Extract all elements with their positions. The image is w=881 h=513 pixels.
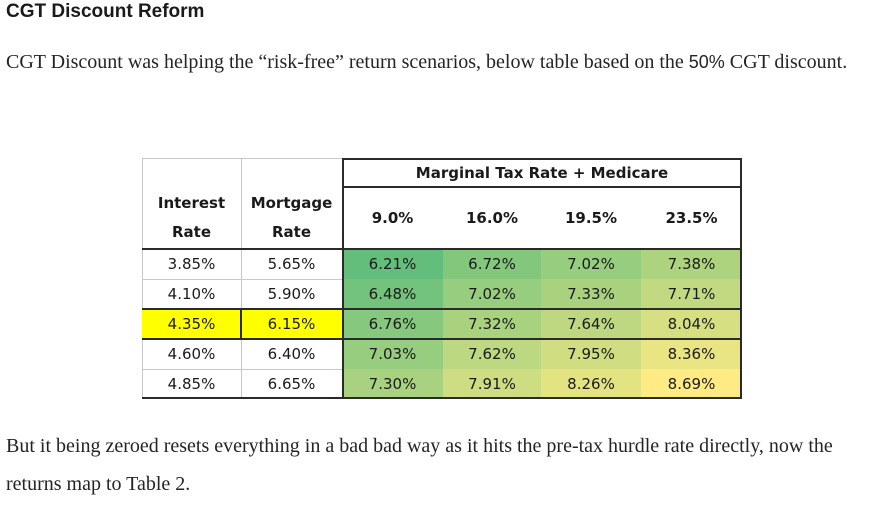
return-value-cell: 8.04% xyxy=(641,309,742,339)
tax-rate-header: 16.0% xyxy=(465,209,519,227)
interest-rate-cell: 3.85% xyxy=(167,255,216,273)
mortgage-rate-header-line: Rate xyxy=(271,223,312,241)
return-value-cell: 8.36% xyxy=(641,339,742,369)
table-gridline xyxy=(740,158,742,399)
intro-text-before: CGT Discount was helping the “risk-free”… xyxy=(6,51,689,73)
interest-rate-header-line: Interest xyxy=(157,194,226,212)
return-value-cell: 7.33% xyxy=(541,279,641,309)
interest-rate-cell: 4.10% xyxy=(167,285,216,303)
table-gridline xyxy=(142,338,742,340)
return-value-cell: 7.64% xyxy=(541,309,641,339)
return-value-cell: 8.69% xyxy=(641,369,742,399)
mortgage-rate-cell: 6.15% xyxy=(241,309,342,339)
mortgage-rate-cell: 6.65% xyxy=(267,375,316,393)
table-gridline xyxy=(240,308,242,340)
table-gridline xyxy=(342,158,344,399)
table-gridline xyxy=(142,308,742,310)
table-gridline xyxy=(342,158,742,160)
return-value-cell: 7.02% xyxy=(443,279,541,309)
table-gridline xyxy=(142,248,742,250)
tax-rate-header: 19.5% xyxy=(564,209,618,227)
return-value-cell: 7.03% xyxy=(342,339,443,369)
mortgage-rate-cell: 6.40% xyxy=(267,345,316,363)
table-gridline xyxy=(142,369,342,370)
cgt-returns-table: Marginal Tax Rate + Medicare Interest Rate… xyxy=(142,158,742,399)
table-gridline xyxy=(342,186,742,188)
followup-paragraph: But it being zeroed resets everything in… xyxy=(6,435,833,495)
table-gridline xyxy=(142,279,342,280)
table-gridline xyxy=(241,158,242,399)
return-value-cell: 7.62% xyxy=(443,339,541,369)
interest-rate-cell: 4.35% xyxy=(142,309,241,339)
tax-rate-header: 9.0% xyxy=(371,209,414,227)
section-heading: CGT Discount Reform xyxy=(6,1,205,22)
mortgage-rate-cell: 5.65% xyxy=(267,255,316,273)
return-value-cell: 7.32% xyxy=(443,309,541,339)
return-value-cell: 6.48% xyxy=(342,279,443,309)
intro-paragraph: CGT Discount was helping the “risk-free”… xyxy=(6,43,881,81)
mortgage-rate-header: Mortgage Rate xyxy=(241,187,342,249)
interest-rate-header-line: Rate xyxy=(171,223,212,241)
intro-strong: 50% xyxy=(688,52,725,72)
return-value-cell: 7.91% xyxy=(443,369,541,399)
return-value-cell: 7.30% xyxy=(342,369,443,399)
table-gridline xyxy=(142,397,742,399)
return-value-cell: 7.38% xyxy=(641,249,742,279)
return-value-cell: 6.21% xyxy=(342,249,443,279)
tax-rate-group-header: Marginal Tax Rate + Medicare xyxy=(415,163,669,182)
interest-rate-cell: 4.60% xyxy=(167,345,216,363)
tax-rate-header: 23.5% xyxy=(665,209,718,227)
return-value-cell: 6.76% xyxy=(342,309,443,339)
return-value-cell: 7.02% xyxy=(541,249,641,279)
return-value-cell: 7.71% xyxy=(641,279,742,309)
interest-rate-cell: 4.85% xyxy=(167,375,216,393)
interest-rate-header: Interest Rate xyxy=(142,187,241,249)
mortgage-rate-header-line: Mortgage xyxy=(250,194,333,212)
table-gridline xyxy=(142,158,342,159)
intro-text-after: CGT discount. xyxy=(724,51,848,73)
return-value-cell: 6.72% xyxy=(443,249,541,279)
table-gridline xyxy=(142,158,143,399)
mortgage-rate-cell: 5.90% xyxy=(267,285,316,303)
return-value-cell: 7.95% xyxy=(541,339,641,369)
return-value-cell: 8.26% xyxy=(541,369,641,399)
